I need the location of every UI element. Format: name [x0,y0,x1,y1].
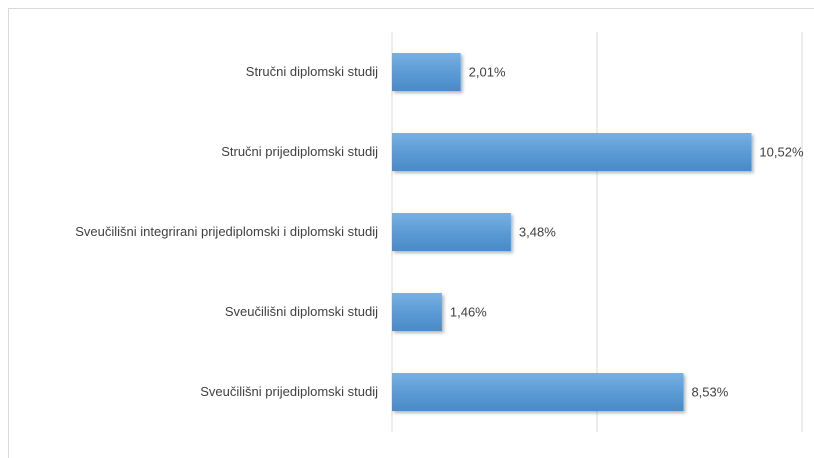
category-label: Sveučilišni prijediplomski studij [200,384,378,399]
page: {"chart_data": {"type": "bar", "orientat… [8,8,814,458]
category-label: Sveučilišni integrirani prijediplomski i… [75,224,378,239]
bar [392,213,511,251]
data-label: 2,01% [469,64,506,79]
category-label-box: Stručni diplomski studij [8,63,378,81]
chart: 2,01% 10,52% 3,48% 1,46% 8,53% [391,32,804,432]
data-label: 1,46% [450,304,487,319]
category-label-box: Sveučilišni diplomski studij [8,303,378,321]
category-label: Sveučilišni diplomski studij [224,304,378,319]
category-label-box: Sveučilišni prijediplomski studij [8,383,378,401]
category-label-box: Sveučilišni integrirani prijediplomski i… [8,223,378,241]
category-label-box: Stručni prijediplomski studij [8,143,378,161]
category-label: Stručni prijediplomski studij [221,144,378,159]
bar [392,373,684,411]
data-label: 3,48% [519,224,556,239]
bar [392,53,461,91]
bar [392,293,442,331]
chart-frame [8,8,814,458]
category-label: Stručni diplomski studij [245,64,378,79]
data-label: 8,53% [691,384,728,399]
bar [392,133,752,171]
data-label: 10,52% [759,144,804,159]
